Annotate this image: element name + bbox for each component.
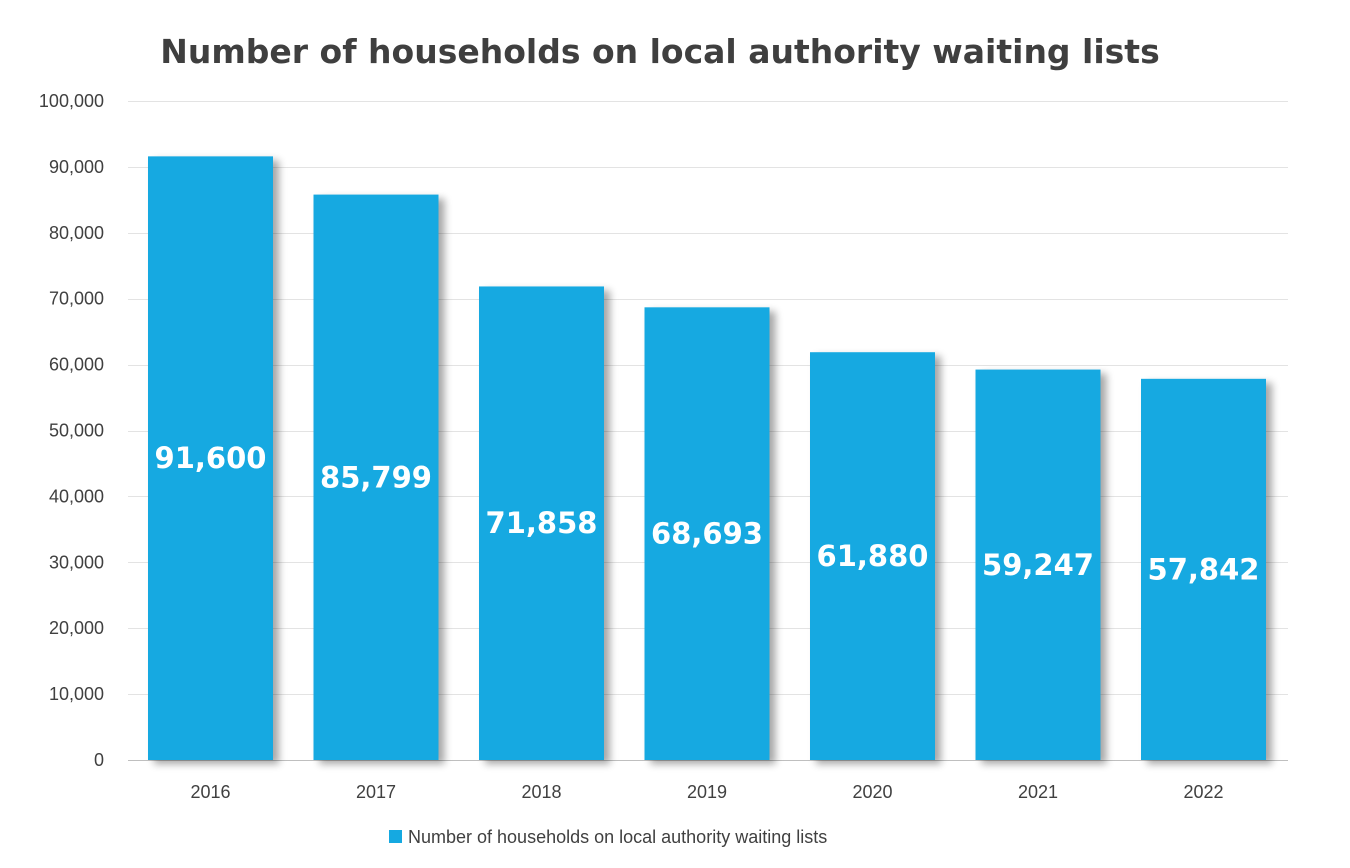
y-axis: 0 10,000 20,000 30,000 40,000 50,000 60,000 70,… (39, 91, 104, 770)
data-label: 91,600 (155, 441, 267, 475)
bar (148, 156, 273, 760)
chart-title: Number of households on local authority … (160, 32, 1159, 71)
y-tick-label: 90,000 (49, 157, 104, 177)
y-tick-label: 30,000 (49, 552, 104, 572)
data-label: 59,247 (982, 548, 1094, 582)
bar (975, 369, 1101, 760)
x-tick-label: 2016 (190, 782, 230, 802)
data-labels: 91,600 85,799 71,858 68,693 61,880 59,247 57,8… (155, 441, 1260, 586)
y-tick-label: 50,000 (49, 421, 104, 441)
x-tick-label: 2020 (852, 782, 892, 802)
data-label: 85,799 (320, 460, 432, 494)
bar (810, 352, 935, 760)
bar (644, 307, 770, 760)
y-tick-label: 80,000 (49, 223, 104, 243)
x-tick-label: 2018 (521, 782, 561, 802)
bars (148, 156, 1266, 760)
y-tick-label: 10,000 (49, 684, 104, 704)
y-tick-label: 20,000 (49, 618, 104, 638)
y-tick-label: 0 (94, 750, 104, 770)
bar (479, 286, 604, 760)
data-label: 57,842 (1148, 552, 1260, 586)
y-tick-label: 70,000 (49, 289, 104, 309)
x-tick-label: 2017 (356, 782, 396, 802)
data-label: 68,693 (651, 517, 763, 551)
y-tick-label: 100,000 (39, 91, 104, 111)
y-tick-label: 40,000 (49, 486, 104, 506)
x-tick-label: 2022 (1183, 782, 1223, 802)
x-tick-label: 2019 (687, 782, 727, 802)
y-tick-label: 60,000 (49, 355, 104, 375)
legend: Number of households on local authority … (389, 827, 827, 847)
x-tick-label: 2021 (1018, 782, 1058, 802)
legend-swatch (389, 830, 402, 843)
x-axis: 2016 2017 2018 2019 2020 2021 2022 (190, 782, 1223, 802)
data-label: 71,858 (486, 506, 598, 540)
bar (1141, 378, 1266, 760)
legend-label: Number of households on local authority … (408, 827, 827, 847)
bar (313, 194, 439, 760)
data-label: 61,880 (817, 539, 929, 573)
